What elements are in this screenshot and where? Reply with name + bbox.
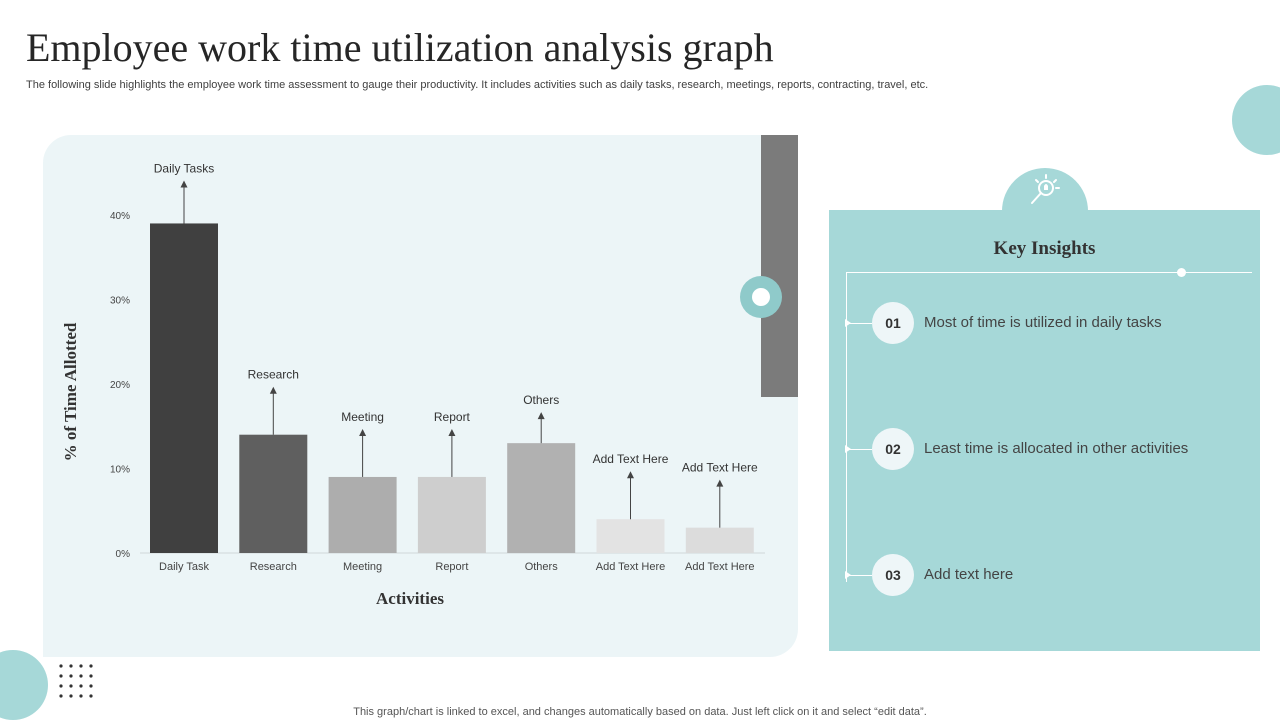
x-tick-label: Meeting (343, 561, 382, 573)
connector-arrow-icon (845, 571, 851, 579)
data-annotation: Others (523, 393, 559, 407)
y-tick-label: 0% (116, 549, 131, 560)
x-tick-label: Report (435, 561, 468, 573)
annotation-arrow-icon (627, 471, 634, 479)
dot-grid-decoration (59, 664, 93, 698)
data-annotation: Report (434, 410, 471, 424)
bar (417, 476, 486, 553)
connector-line (846, 449, 872, 450)
annotation-arrow-icon (448, 428, 456, 436)
x-tick-label: Add Text Here (596, 561, 666, 573)
lightbulb-magnifier-icon (1031, 174, 1060, 204)
annotation-arrow-icon (716, 479, 724, 487)
x-axis-title: Activities (376, 589, 444, 608)
connector-line (846, 323, 872, 324)
insights-icon-cap (1002, 168, 1088, 254)
annotation-arrow-icon (269, 386, 277, 394)
bar (596, 519, 665, 553)
page-title: Employee work time utilization analysis … (26, 25, 774, 70)
insight-number: 03 (872, 554, 914, 596)
insight-number: 02 (872, 428, 914, 470)
insights-timeline (846, 272, 847, 582)
decorative-circle (1232, 85, 1280, 155)
insight-text: Most of time is utilized in daily tasks (924, 314, 1162, 331)
x-tick-label: Add Text Here (685, 561, 755, 573)
x-tick-label: Others (525, 561, 559, 573)
annotation-arrow-icon (180, 180, 188, 188)
divider-dot (1177, 268, 1186, 277)
insight-item: 03 Add text here (845, 554, 1246, 598)
y-axis-title: % of Time Allotted (61, 322, 80, 461)
annotation-arrow-icon (359, 428, 367, 436)
annotation-arrow-icon (537, 412, 545, 420)
x-tick-label: Research (250, 561, 297, 573)
connector-line (846, 575, 872, 576)
bar (239, 434, 308, 553)
bar (507, 443, 576, 553)
insight-number: 01 (872, 302, 914, 344)
data-annotation: Research (248, 368, 299, 382)
data-annotation: Meeting (341, 410, 384, 424)
y-tick-label: 20% (110, 380, 130, 391)
page-subtitle: The following slide highlights the emplo… (26, 79, 929, 91)
bar (328, 476, 397, 553)
y-tick-label: 10% (110, 465, 130, 476)
insight-item: 02 Least time is allocated in other acti… (845, 428, 1246, 472)
insights-title: Key Insights (993, 238, 1096, 259)
data-annotation: Add Text Here (682, 461, 758, 475)
footer-note: This graph/chart is linked to excel, and… (353, 706, 927, 718)
bar (685, 527, 754, 553)
insight-text: Add text here (924, 566, 1014, 583)
insight-item: 01 Most of time is utilized in daily tas… (845, 302, 1246, 346)
decorative-ring (740, 276, 782, 318)
y-tick-label: 40% (110, 211, 130, 222)
data-annotation: Daily Tasks (154, 161, 214, 175)
data-annotation: Add Text Here (593, 452, 669, 466)
connector-arrow-icon (845, 445, 851, 453)
decorative-gray-bar (761, 135, 798, 397)
connector-arrow-icon (845, 319, 851, 327)
bar-chart[interactable]: 0% 10% 20% 30% 40% % of Time Allotted Activiti… (0, 0, 800, 660)
bar (150, 223, 218, 553)
insights-divider (846, 272, 1252, 273)
insight-text: Least time is allocated in other activit… (924, 440, 1189, 457)
x-tick-label: Daily Task (159, 561, 209, 573)
y-tick-label: 30% (110, 296, 130, 307)
